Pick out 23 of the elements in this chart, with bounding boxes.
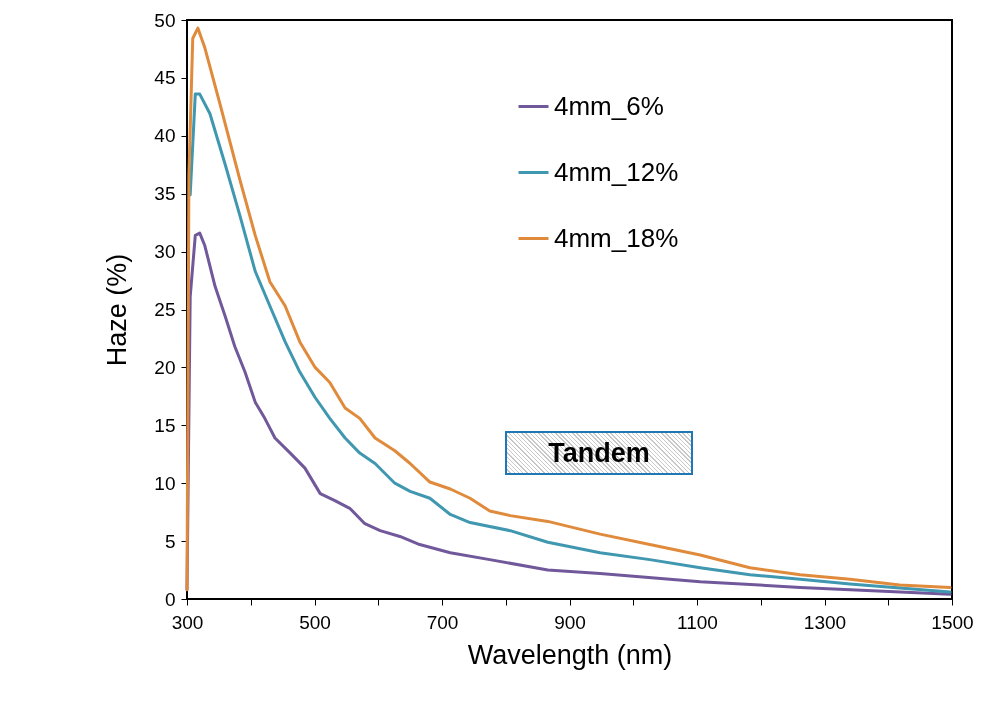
y-tick-label: 10 [154, 472, 176, 494]
legend-label: 4mm_18% [554, 222, 679, 253]
x-tick-label: 500 [299, 611, 331, 633]
x-tick-label: 900 [554, 611, 586, 633]
x-tick-label: 1300 [803, 611, 847, 633]
x-tick-label: 300 [171, 611, 204, 633]
y-tick-label: 25 [154, 299, 176, 320]
y-tick-label: 45 [154, 67, 176, 89]
legend-label: 4mm_6% [554, 90, 664, 121]
y-tick-label: 0 [164, 588, 176, 610]
y-tick-label: 5 [164, 530, 176, 552]
x-tick-label: 700 [426, 611, 459, 633]
x-tick-label: 1100 [677, 611, 718, 633]
x-tick-label: 1500 [931, 611, 974, 633]
x-axis-title: Wavelength (nm) [467, 639, 673, 670]
legend-label: 4mm_12% [554, 156, 679, 187]
y-tick-label: 15 [154, 414, 176, 436]
y-tick-label: 35 [154, 183, 176, 205]
y-tick-label: 50 [154, 9, 176, 31]
y-tick-label: 40 [154, 125, 176, 147]
y-tick-label: 20 [154, 356, 176, 378]
y-tick-label: 30 [154, 241, 176, 263]
y-axis-title: Haze (%) [102, 253, 133, 367]
